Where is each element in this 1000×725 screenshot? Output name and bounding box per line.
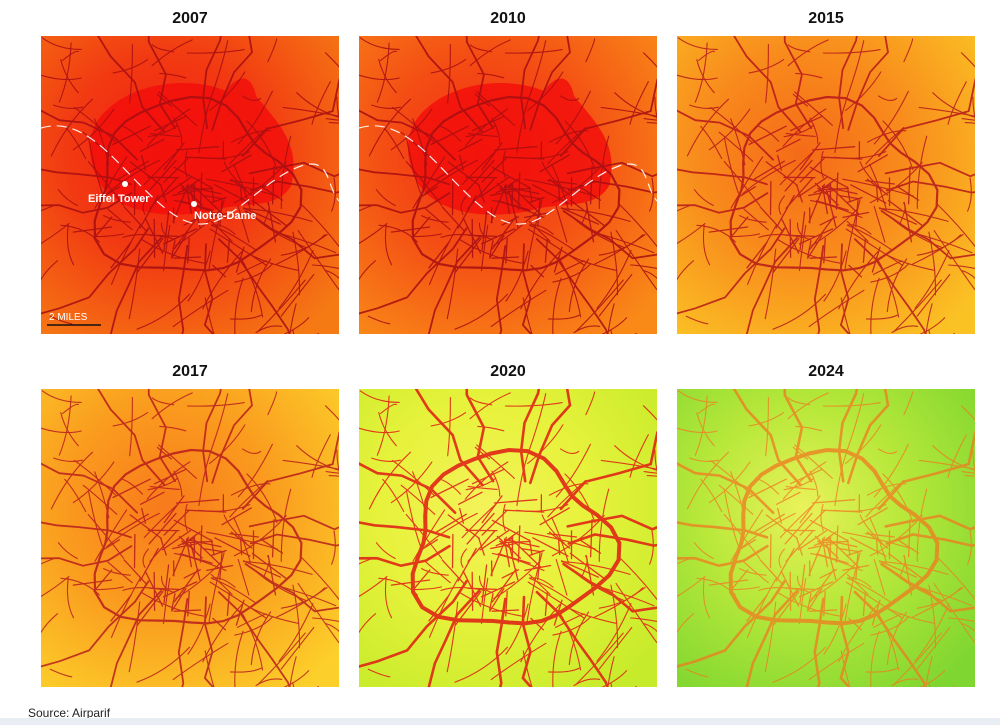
map-graphic bbox=[359, 389, 657, 687]
road-network bbox=[41, 36, 339, 334]
panel-title: 2015 bbox=[808, 10, 844, 27]
panel-title: 2020 bbox=[490, 363, 526, 380]
pollution-map: Eiffel Tower Notre-Dame 2 MILES bbox=[41, 36, 339, 334]
map-graphic bbox=[359, 36, 657, 334]
map-graphic bbox=[677, 389, 975, 687]
pollution-map bbox=[677, 389, 975, 687]
pollution-map bbox=[677, 36, 975, 334]
road-network bbox=[359, 389, 657, 687]
map-graphic bbox=[677, 36, 975, 334]
notre-dame-marker bbox=[191, 201, 197, 207]
road-network bbox=[41, 389, 339, 687]
pollution-gradient bbox=[677, 36, 975, 334]
pollution-gradient bbox=[677, 389, 975, 687]
eiffel-tower-marker bbox=[122, 181, 128, 187]
road-network bbox=[677, 389, 975, 687]
road-network bbox=[677, 36, 975, 334]
source-note: Source: Airparif bbox=[28, 706, 111, 720]
seine-river bbox=[359, 125, 657, 225]
road-network bbox=[359, 36, 657, 334]
pollution-gradient bbox=[41, 389, 339, 687]
panel-title: 2007 bbox=[172, 10, 208, 27]
notre-dame-label: Notre-Dame bbox=[194, 210, 256, 222]
pollution-map bbox=[359, 36, 657, 334]
map-graphic bbox=[41, 389, 339, 687]
pollution-map bbox=[41, 389, 339, 687]
eiffel-tower-label: Eiffel Tower bbox=[88, 193, 150, 205]
seine-river bbox=[41, 125, 339, 225]
scale-label: 2 MILES bbox=[49, 312, 88, 323]
page-bottom-strip bbox=[0, 718, 1000, 725]
map-graphic: Eiffel Tower Notre-Dame 2 MILES bbox=[41, 36, 339, 334]
pollution-map bbox=[359, 389, 657, 687]
panel-title: 2024 bbox=[808, 363, 844, 380]
pollution-gradient bbox=[359, 389, 657, 687]
panel-title: 2010 bbox=[490, 10, 526, 27]
panel-title: 2017 bbox=[172, 363, 208, 380]
